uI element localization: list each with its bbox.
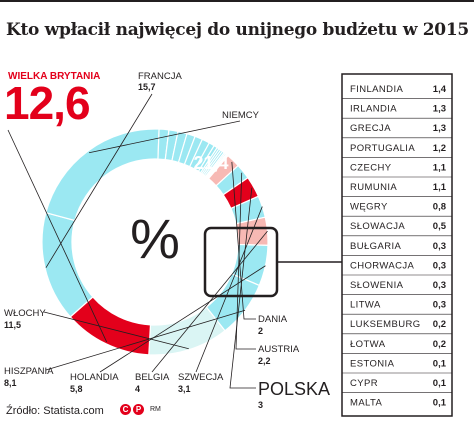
table-name-irlandia: IRLANDIA — [350, 104, 397, 115]
leader-lines — [7, 93, 268, 389]
table-value-litwa: 0,3 — [433, 300, 446, 311]
source-note: Źródło: Statista.com — [6, 405, 104, 417]
leader-szwecja — [195, 206, 263, 373]
table-value-estonia: 0,1 — [433, 358, 447, 369]
table-name-estonia: ESTONIA — [350, 358, 395, 369]
table-name-chorwacja: CHORWACJA — [350, 260, 415, 271]
label-wlochy: WŁOCHY — [4, 308, 46, 319]
slice-francja — [41, 211, 94, 318]
table-value-luksemburg: 0,2 — [433, 319, 446, 330]
table-name-litwa: LITWA — [350, 300, 381, 311]
label-dania: DANIA — [258, 314, 288, 325]
copyright-c-icon: C — [120, 404, 131, 415]
table-name-wegry: WĘGRY — [350, 202, 388, 213]
label-belgia: BELGIA — [135, 372, 170, 383]
table-value-bulgaria: 0,3 — [433, 241, 446, 252]
center-label: % — [130, 207, 180, 270]
table-name-portugalia: PORTUGALIA — [350, 143, 415, 154]
value-belgia: 4 — [135, 384, 140, 394]
leader-niemcy — [88, 120, 241, 154]
table-value-rumunia: 1,1 — [433, 182, 447, 193]
slice-wielka-brytania — [69, 296, 152, 356]
rm-mark: RM — [150, 406, 161, 413]
leader-francja — [45, 93, 153, 268]
value-hiszpania: 8,1 — [4, 378, 17, 388]
table-value-czechy: 1,1 — [433, 162, 447, 173]
value-wielka-brytania: 12,6 — [4, 77, 90, 129]
value-wlochy: 11,5 — [4, 320, 21, 330]
leader-belgia — [151, 230, 268, 373]
table-value-portugalia: 1,2 — [433, 143, 446, 154]
small-countries-table — [341, 73, 453, 417]
table-name-lotwa: ŁOTWA — [350, 339, 386, 350]
table-value-wegry: 0,8 — [433, 202, 446, 213]
value-holandia: 5,8 — [70, 384, 83, 394]
label-szwecja: SZWECJA — [178, 372, 224, 383]
chart-title: Kto wpłacił najwięcej do unijnego budżet… — [6, 20, 474, 40]
table-name-slowacja: SŁOWACJA — [350, 221, 405, 232]
label-hiszpania: HISZPANIA — [4, 366, 54, 377]
value-polska: 3 — [258, 400, 263, 410]
value-dania: 2 — [258, 326, 263, 336]
value-szwecja: 3,1 — [178, 384, 191, 394]
table-value-cypr: 0,1 — [433, 378, 447, 389]
copyright-p-icon: P — [133, 404, 144, 415]
table-name-bulgaria: BUŁGARIA — [350, 241, 402, 252]
table-value-irlandia: 1,3 — [433, 104, 446, 115]
label-niemcy: NIEMCY — [222, 110, 260, 121]
label-francja: FRANCJA — [138, 71, 182, 82]
table-value-grecja: 1,3 — [433, 123, 446, 134]
table-name-czechy: CZECHY — [350, 162, 392, 173]
table-rows: FINLANDIA 1,4 IRLANDIA 1,3 GRECJA 1,3 PORTUGAL… — [342, 84, 452, 409]
table-name-malta: MALTA — [350, 398, 383, 409]
value-francja: 15,7 — [138, 82, 156, 92]
label-wielka-brytania: WIELKA BRYTANIA — [8, 71, 100, 82]
table-value-slowacja: 0,5 — [433, 221, 447, 232]
table-name-luksemburg: LUKSEMBURG — [350, 319, 421, 330]
table-name-slowenia: SŁOWENIA — [350, 280, 404, 291]
table-value-finlandia: 1,4 — [433, 84, 447, 95]
table-name-rumunia: RUMUNIA — [350, 182, 397, 193]
table-name-grecja: GRECJA — [350, 123, 391, 134]
label-austria: AUSTRIA — [258, 344, 300, 355]
table-value-lotwa: 0,2 — [433, 339, 446, 350]
table-value-slowenia: 0,3 — [433, 280, 446, 291]
leader-austria — [235, 172, 256, 350]
leader-polska — [229, 187, 256, 389]
table-value-malta: 0,1 — [433, 398, 447, 409]
table-name-finlandia: FINLANDIA — [350, 84, 403, 95]
table-value-chorwacja: 0,3 — [433, 260, 446, 271]
leader-wielka-brytania — [7, 129, 108, 343]
top-rule — [0, 0, 474, 2]
label-polska: POLSKA — [258, 379, 330, 399]
leader-dania — [231, 161, 256, 320]
leader-hiszpania — [45, 309, 246, 371]
value-austria: 2,2 — [258, 356, 271, 366]
leader-wlochy — [43, 311, 189, 350]
table-name-cypr: CYPR — [350, 378, 378, 389]
copyright-marks: C P RM — [120, 404, 161, 415]
value-niemcy: 21,4 — [193, 153, 228, 173]
label-holandia: HOLANDIA — [70, 372, 119, 383]
